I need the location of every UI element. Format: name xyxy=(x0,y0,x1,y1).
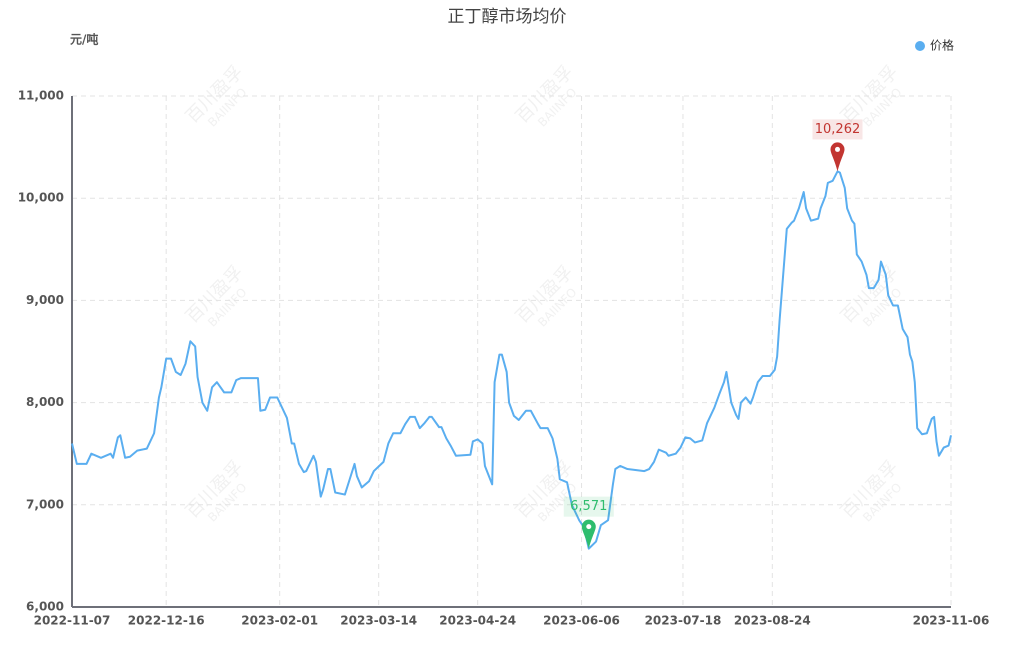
x-tick-label: 2022-12-16 xyxy=(128,614,205,628)
annotation-label: 10,262 xyxy=(815,122,861,137)
y-tick-label: 7,000 xyxy=(26,497,64,511)
x-tick-label: 2023-11-06 xyxy=(913,614,990,628)
annotation-pin xyxy=(581,519,596,549)
legend-label: 价格 xyxy=(930,38,954,53)
x-tick-label: 2023-08-24 xyxy=(734,614,811,628)
y-tick-label: 8,000 xyxy=(26,395,64,409)
chart-title: 正丁醇市场均价 xyxy=(448,7,567,27)
x-tick-label: 2023-06-06 xyxy=(543,614,620,628)
legend-marker xyxy=(915,41,925,51)
x-tick-label: 2022-11-07 xyxy=(34,614,111,628)
annotation-label-bg xyxy=(812,119,863,140)
annotation-label: 6,571 xyxy=(570,499,607,514)
y-tick-label: 6,000 xyxy=(26,600,64,614)
x-tick-label: 2023-02-01 xyxy=(241,614,318,628)
annotation-pin xyxy=(830,142,845,172)
annotation-pin-dot xyxy=(586,524,592,530)
data-line xyxy=(71,170,952,550)
x-tick-label: 2023-03-14 xyxy=(340,614,417,628)
y-tick-label: 11,000 xyxy=(18,89,64,103)
x-tick-label: 2023-04-24 xyxy=(439,614,516,628)
annotation-pin-dot xyxy=(835,146,841,152)
y-tick-label: 10,000 xyxy=(18,191,64,205)
y-axis-label: 元/吨 xyxy=(70,32,98,47)
y-tick-label: 9,000 xyxy=(26,293,64,307)
annotation-label-bg xyxy=(563,496,614,517)
x-tick-label: 2023-07-18 xyxy=(645,614,722,628)
